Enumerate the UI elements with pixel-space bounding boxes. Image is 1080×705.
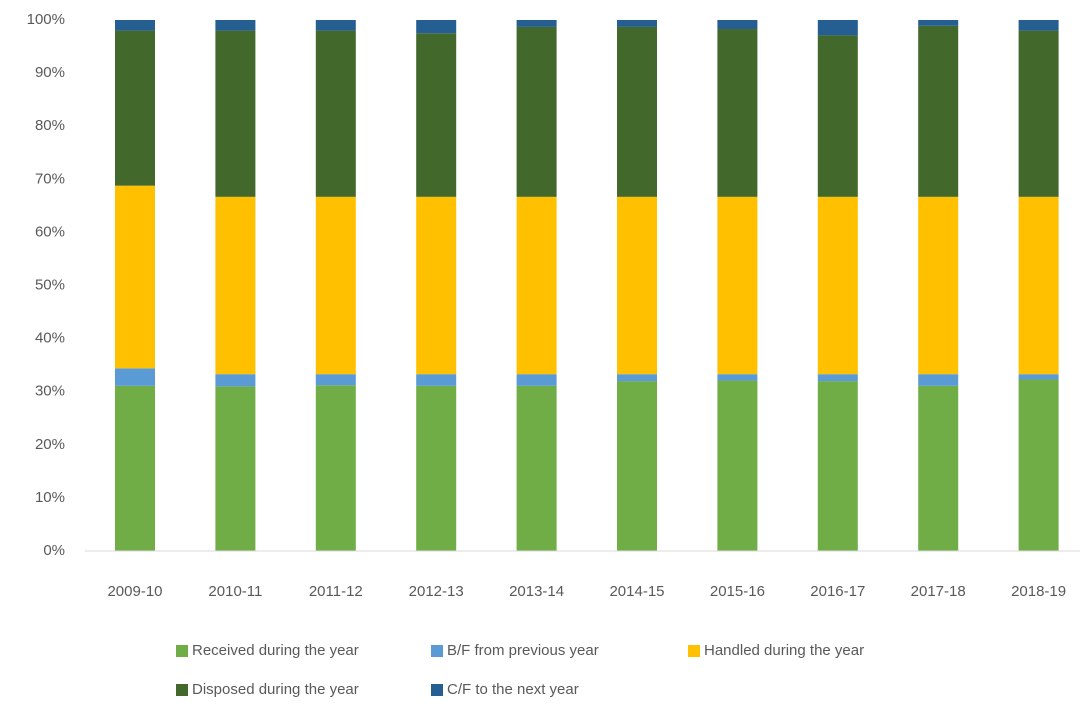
bar-segment	[416, 196, 457, 375]
bar-segment	[315, 374, 356, 386]
bar-segment	[918, 20, 959, 26]
y-tick-label: 40%	[35, 330, 65, 347]
bar-segment	[817, 35, 858, 197]
bar-segment	[115, 30, 155, 186]
legend-label: Handled during the year	[704, 642, 864, 659]
bar-segment	[1018, 196, 1059, 375]
bar-segment	[115, 185, 155, 369]
x-tick-label: 2010-11	[208, 583, 262, 600]
y-tick-label: 20%	[35, 436, 65, 453]
x-tick-label: 2009-10	[107, 583, 162, 600]
bar-segment	[918, 196, 959, 375]
bar-segment	[1018, 30, 1059, 197]
bar-segment	[416, 385, 457, 551]
bar-segment	[516, 374, 557, 386]
legend-label: C/F to the next year	[447, 681, 579, 698]
bar-segment	[516, 26, 557, 197]
y-tick-label: 0%	[43, 542, 65, 559]
bar-segment	[717, 20, 758, 30]
bar-segment	[115, 20, 155, 31]
bar-segment	[315, 30, 356, 197]
bar-segment	[416, 20, 457, 34]
x-tick-label: 2016-17	[810, 583, 865, 600]
bar-segment	[617, 196, 657, 375]
bar-segment	[717, 29, 758, 197]
x-tick-label: 2014-15	[609, 583, 664, 600]
bar-segment	[115, 368, 155, 386]
x-tick-label: 2013-14	[509, 583, 564, 600]
bar-segment	[717, 196, 758, 375]
legend-swatch	[431, 645, 443, 657]
legend-label: Received during the year	[192, 642, 359, 659]
legend-swatch	[176, 645, 188, 657]
bar-segment	[516, 385, 557, 551]
legend-label: B/F from previous year	[447, 642, 599, 659]
y-tick-label: 80%	[35, 117, 65, 134]
bar-segment	[617, 26, 657, 197]
legend-swatch	[431, 684, 443, 696]
bar-segment	[617, 381, 657, 551]
bar-segment	[918, 374, 959, 386]
bar-segment	[416, 374, 457, 386]
legend-swatch	[176, 684, 188, 696]
bar-segment	[215, 20, 256, 31]
bar-segment	[817, 196, 858, 375]
bar-segment	[315, 385, 356, 551]
y-tick-label: 10%	[35, 489, 65, 506]
x-tick-label: 2015-16	[710, 583, 765, 600]
bar-segment	[717, 380, 758, 551]
bar-segment	[516, 20, 557, 27]
bar-segment	[516, 196, 557, 375]
bar-segment	[1018, 20, 1059, 31]
bar-segment	[1018, 374, 1059, 380]
bar-segment	[717, 374, 758, 381]
bar-segment	[315, 20, 356, 31]
bar-segment	[817, 374, 858, 382]
x-tick-label: 2011-12	[309, 583, 363, 600]
x-tick-label: 2017-18	[911, 583, 966, 600]
bar-segment	[416, 33, 457, 197]
y-tick-label: 100%	[27, 11, 65, 28]
bar-segment	[617, 20, 657, 27]
bar-segment	[617, 374, 657, 382]
y-tick-label: 90%	[35, 64, 65, 81]
bar-segment	[215, 30, 256, 197]
bar-segment	[315, 196, 356, 375]
legend-label: Disposed during the year	[192, 681, 359, 698]
bar-segment	[918, 25, 959, 197]
bar-segment	[817, 381, 858, 551]
y-tick-label: 70%	[35, 170, 65, 187]
bar-segment	[918, 385, 959, 551]
x-tick-label: 2012-13	[409, 583, 464, 600]
y-tick-label: 60%	[35, 223, 65, 240]
bar-segment	[1018, 379, 1059, 551]
bar-segment	[215, 386, 256, 551]
bar-segment	[115, 385, 155, 551]
y-tick-label: 30%	[35, 383, 65, 400]
y-tick-label: 50%	[35, 276, 65, 293]
bar-segment	[215, 374, 256, 387]
bar-segment	[215, 196, 256, 375]
x-tick-label: 2018-19	[1011, 583, 1066, 600]
legend-swatch	[688, 645, 700, 657]
bar-segment	[817, 20, 858, 36]
